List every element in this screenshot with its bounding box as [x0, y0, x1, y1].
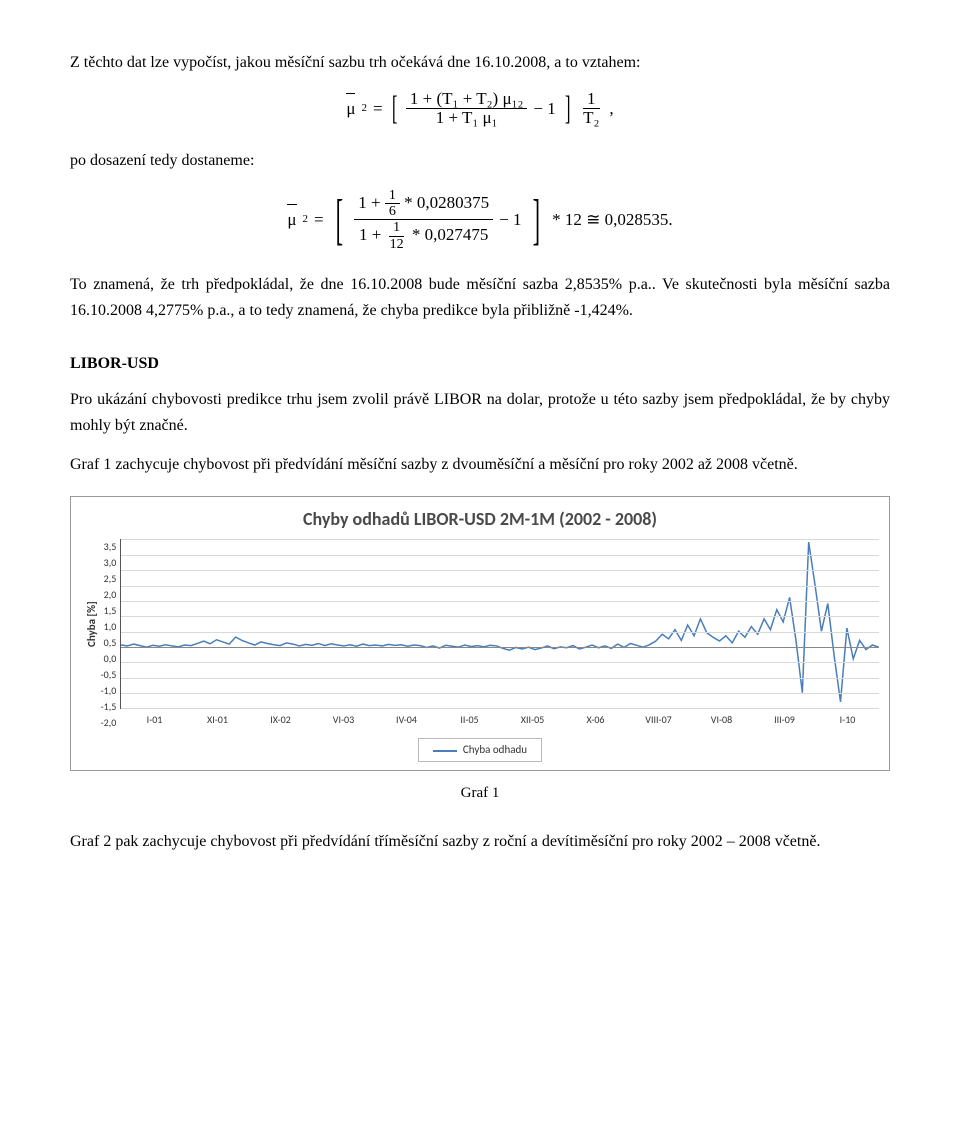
chart-caption: Graf 1	[70, 781, 890, 805]
chart-y-label: Chyba [%]	[81, 539, 101, 709]
y-tick: -1,5	[101, 699, 117, 715]
legend-label: Chyba odhadu	[463, 743, 527, 756]
chart-x-axis: I-01XI-01IX-02VI-03IV-04II-05XII-05X-06V…	[81, 712, 879, 728]
x-tick: IV-04	[375, 712, 438, 728]
paragraph-2: To znamená, že trh předpokládal, že dne …	[70, 272, 890, 323]
y-tick: 0,0	[101, 651, 117, 667]
x-tick: IX-02	[249, 712, 312, 728]
x-tick: II-05	[438, 712, 501, 728]
after-formula-text: po dosazení tedy dostaneme:	[70, 148, 890, 174]
chart-plot-area	[120, 539, 879, 709]
x-tick: VI-08	[690, 712, 753, 728]
x-tick: X-06	[564, 712, 627, 728]
paragraph-4: Graf 1 zachycuje chybovost při předvídán…	[70, 452, 890, 478]
y-tick: 0,5	[101, 635, 117, 651]
y-tick: 1,5	[101, 603, 117, 619]
x-tick: XII-05	[501, 712, 564, 728]
y-tick: -1,0	[101, 683, 117, 699]
x-tick: III-09	[753, 712, 816, 728]
x-tick: VIII-07	[627, 712, 690, 728]
x-tick: I-10	[816, 712, 879, 728]
paragraph-3: Pro ukázání chybovosti predikce trhu jse…	[70, 387, 890, 438]
y-tick: -2,0	[101, 715, 117, 731]
y-tick: -0,5	[101, 667, 117, 683]
y-tick: 2,0	[101, 587, 117, 603]
y-tick: 2,5	[101, 571, 117, 587]
chart-title: Chyby odhadů LIBOR-USD 2M-1M (2002 - 200…	[81, 505, 879, 534]
formula-2: μ2 = [ 1 + 1 6 * 0,0280375 1 + 1 12 * 0,…	[70, 188, 890, 253]
formula-1: μ2 = [ 1 + (T₁ + T₂) μ₁₂ 1 + T₁ μ₁ − 1 ]…	[70, 90, 890, 128]
x-tick: I-01	[123, 712, 186, 728]
y-tick: 3,0	[101, 555, 117, 571]
x-tick: VI-03	[312, 712, 375, 728]
intro-paragraph: Z těchto dat lze vypočíst, jakou měsíční…	[70, 50, 890, 76]
section-heading-libor: LIBOR-USD	[70, 351, 890, 377]
paragraph-5: Graf 2 pak zachycuje chybovost při předv…	[70, 829, 890, 855]
legend-line-icon	[433, 750, 457, 752]
chart-y-axis: 3,53,02,52,01,51,00,50,0-0,5-1,0-1,5-2,0	[101, 539, 121, 709]
chart-libor-usd: Chyby odhadů LIBOR-USD 2M-1M (2002 - 200…	[70, 496, 890, 771]
chart-legend: Chyba odhadu	[81, 738, 879, 762]
y-tick: 3,5	[101, 539, 117, 555]
x-tick: XI-01	[186, 712, 249, 728]
y-tick: 1,0	[101, 619, 117, 635]
